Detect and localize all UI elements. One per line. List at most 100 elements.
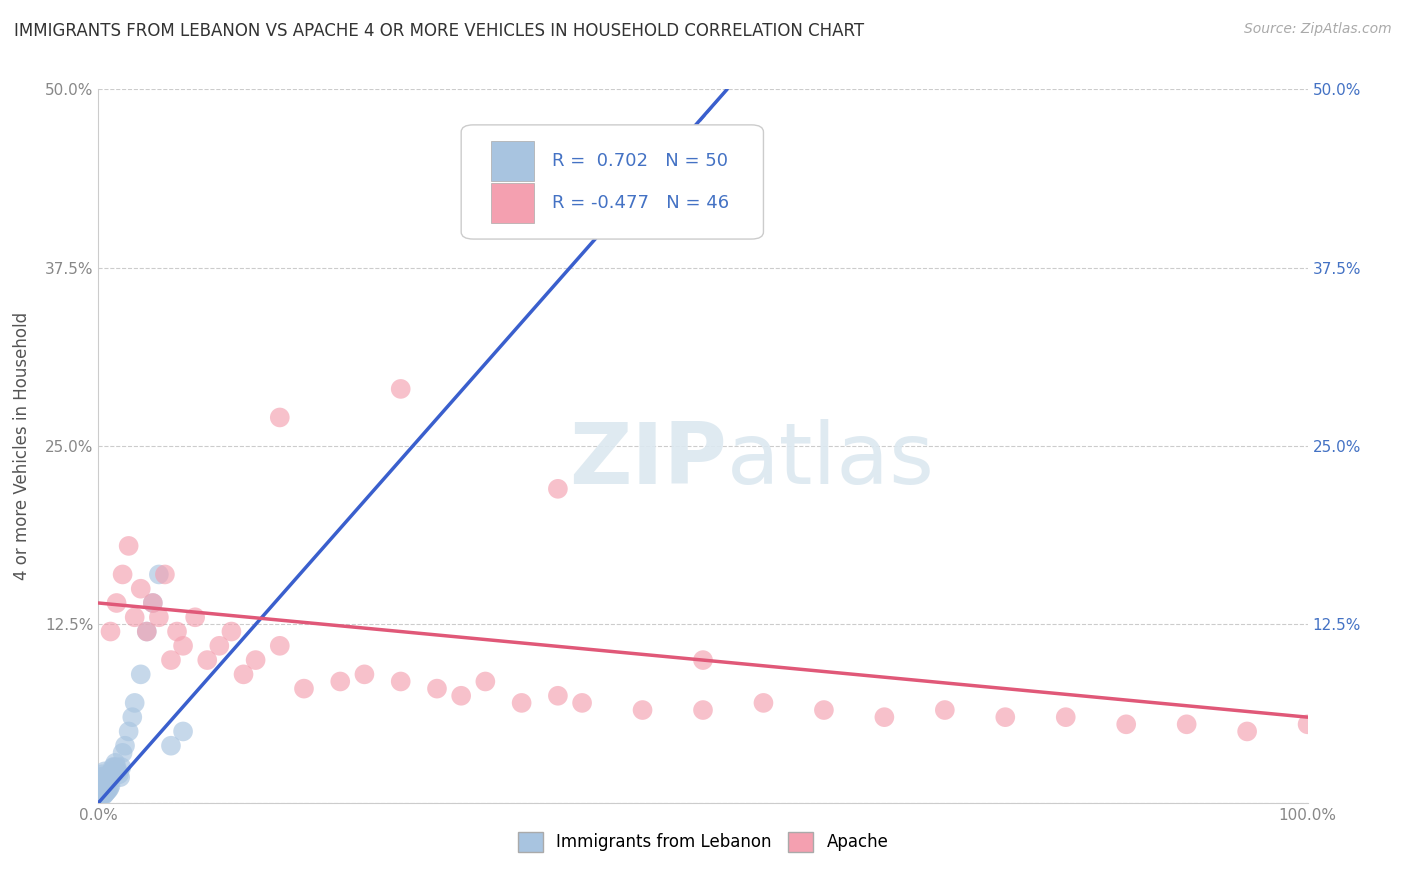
Point xyxy=(1236,724,1258,739)
Point xyxy=(547,482,569,496)
Point xyxy=(90,789,112,803)
Point xyxy=(105,596,128,610)
Point xyxy=(90,784,112,798)
Point xyxy=(142,596,165,610)
Point xyxy=(91,789,114,803)
Point xyxy=(94,786,117,800)
Point xyxy=(108,770,131,784)
Point xyxy=(118,724,141,739)
Text: Source: ZipAtlas.com: Source: ZipAtlas.com xyxy=(1244,22,1392,37)
Point xyxy=(692,703,714,717)
Point xyxy=(89,774,111,789)
Text: IMMIGRANTS FROM LEBANON VS APACHE 4 OR MORE VEHICLES IN HOUSEHOLD CORRELATION CH: IMMIGRANTS FROM LEBANON VS APACHE 4 OR M… xyxy=(14,22,865,40)
Point xyxy=(269,410,291,425)
Point xyxy=(195,653,218,667)
Point xyxy=(166,624,188,639)
Point xyxy=(389,382,412,396)
Point xyxy=(105,760,128,774)
Point xyxy=(148,567,170,582)
Point xyxy=(450,689,472,703)
Point xyxy=(1296,717,1319,731)
Point xyxy=(91,777,114,791)
Point xyxy=(571,696,593,710)
Point xyxy=(1054,710,1077,724)
Point xyxy=(129,582,152,596)
Point xyxy=(89,781,111,796)
Point xyxy=(89,789,111,803)
Point xyxy=(94,777,117,791)
Point xyxy=(135,624,157,639)
Point xyxy=(160,653,183,667)
Point xyxy=(292,681,315,696)
Point xyxy=(208,639,231,653)
Legend: Immigrants from Lebanon, Apache: Immigrants from Lebanon, Apache xyxy=(510,825,896,859)
Point xyxy=(934,703,956,717)
Point xyxy=(221,624,243,639)
FancyBboxPatch shape xyxy=(492,184,534,223)
Point xyxy=(93,772,115,787)
Point xyxy=(91,772,114,786)
Point xyxy=(100,764,122,779)
Point xyxy=(93,787,115,801)
Point xyxy=(121,710,143,724)
Point xyxy=(142,596,165,610)
Point xyxy=(269,639,291,653)
Point xyxy=(90,779,112,793)
Point xyxy=(107,764,129,779)
FancyBboxPatch shape xyxy=(492,141,534,180)
Point xyxy=(547,689,569,703)
Point xyxy=(97,772,120,787)
Point xyxy=(426,681,449,696)
Point xyxy=(124,696,146,710)
Point xyxy=(353,667,375,681)
Point xyxy=(108,767,131,781)
Point xyxy=(97,783,120,797)
Point xyxy=(100,767,122,781)
Point xyxy=(110,760,132,774)
Point xyxy=(111,567,134,582)
Point xyxy=(329,674,352,689)
Point xyxy=(91,781,114,796)
Point xyxy=(184,610,207,624)
Text: R = -0.477   N = 46: R = -0.477 N = 46 xyxy=(551,194,728,212)
Point xyxy=(124,610,146,624)
Point xyxy=(172,724,194,739)
Point xyxy=(245,653,267,667)
Point xyxy=(631,703,654,717)
Point xyxy=(96,784,118,798)
Point xyxy=(100,624,122,639)
Text: atlas: atlas xyxy=(727,418,935,502)
Y-axis label: 4 or more Vehicles in Household: 4 or more Vehicles in Household xyxy=(13,312,31,580)
Point xyxy=(111,746,134,760)
Point xyxy=(91,776,114,790)
Point xyxy=(172,639,194,653)
Point xyxy=(90,770,112,784)
Point xyxy=(148,610,170,624)
Point xyxy=(96,776,118,790)
Point xyxy=(104,756,127,770)
Point xyxy=(103,760,125,774)
Point xyxy=(93,780,115,794)
Text: R =  0.702   N = 50: R = 0.702 N = 50 xyxy=(551,153,728,170)
Point xyxy=(474,674,496,689)
Point xyxy=(91,787,114,801)
Text: ZIP: ZIP xyxy=(569,418,727,502)
Point xyxy=(93,764,115,779)
Point xyxy=(91,767,114,781)
Point xyxy=(1115,717,1137,731)
Point xyxy=(114,739,136,753)
Point xyxy=(389,674,412,689)
Point xyxy=(160,739,183,753)
Point xyxy=(91,783,114,797)
Point xyxy=(692,653,714,667)
Point xyxy=(813,703,835,717)
Point xyxy=(994,710,1017,724)
Point xyxy=(101,760,124,774)
Point xyxy=(135,624,157,639)
Point xyxy=(98,770,121,784)
Point xyxy=(873,710,896,724)
Point xyxy=(129,667,152,681)
Point xyxy=(100,779,122,793)
Point xyxy=(98,781,121,796)
Point xyxy=(510,696,533,710)
